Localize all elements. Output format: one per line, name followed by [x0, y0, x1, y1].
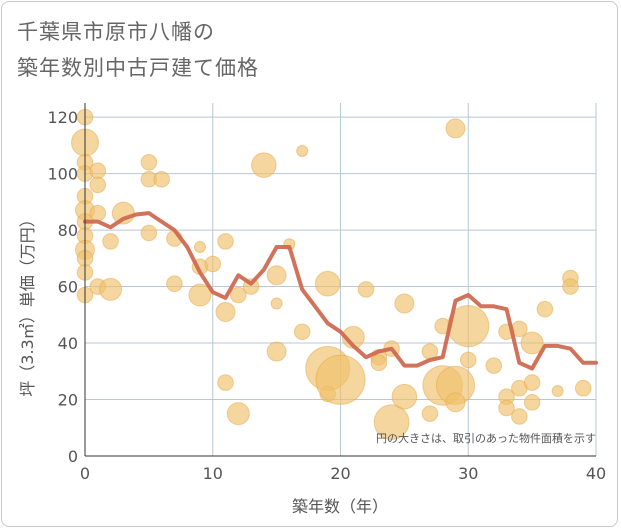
data-bubble [266, 265, 287, 286]
data-bubble [140, 224, 158, 242]
data-bubble [266, 341, 287, 362]
x-tick-label: 30 [458, 464, 478, 483]
data-bubble [445, 118, 466, 139]
data-bubble [89, 204, 107, 222]
data-bubble [523, 374, 541, 391]
data-bubble [226, 402, 250, 426]
data-bubble [459, 351, 477, 369]
data-bubble [445, 392, 466, 413]
x-tick-label: 10 [203, 464, 223, 483]
axes-layer [84, 103, 596, 457]
data-bubble [188, 283, 212, 307]
data-bubble [99, 277, 123, 301]
data-bubble [166, 275, 183, 293]
data-bubble [217, 374, 234, 391]
data-bubble [193, 241, 206, 254]
data-bubble [270, 297, 283, 310]
data-bubble [314, 270, 341, 297]
data-bubble [89, 176, 107, 194]
y-tick-label: 20 [58, 391, 78, 410]
data-bubble [520, 331, 544, 355]
trend-line [83, 211, 598, 371]
data-bubble [204, 255, 222, 273]
data-bubble [140, 154, 158, 171]
x-tick-label: 0 [80, 464, 90, 483]
data-bubble [574, 379, 592, 397]
data-bubble [421, 405, 439, 422]
data-bubble [153, 170, 170, 188]
data-bubble [447, 304, 490, 348]
y-tick-label: 60 [58, 278, 78, 297]
data-bubble [391, 383, 418, 410]
y-tick-label: 80 [58, 221, 78, 240]
size-note: 円の大きさは、取引のあった物件面積を示す [376, 431, 596, 445]
data-bubble [551, 385, 564, 398]
y-tick-label: 0 [68, 447, 78, 466]
data-bubble [251, 152, 277, 178]
data-bubble [511, 408, 528, 425]
data-bubble [498, 399, 515, 417]
data-bubble [293, 323, 311, 341]
y-tick-label: 120 [47, 108, 78, 127]
y-axis-label: 坪（3.3㎡）単価（万円） [18, 211, 37, 396]
y-tick-label: 40 [58, 334, 78, 353]
data-bubble [373, 404, 410, 441]
chart-title-line-2: 築年数別中古戸建て価格 [17, 56, 259, 80]
data-bubble [394, 293, 415, 314]
data-bubble [315, 354, 366, 405]
data-bubble [357, 281, 375, 298]
data-bubble [370, 354, 388, 372]
chart-title-line-1: 千葉県市原市八幡の [17, 20, 215, 44]
data-bubble [296, 145, 309, 158]
data-bubble [217, 233, 234, 250]
trend-layer [83, 211, 598, 371]
data-bubble [562, 278, 579, 295]
data-bubble [523, 394, 541, 411]
data-bubble [230, 286, 247, 304]
data-bubble [485, 357, 503, 374]
data-bubble [215, 301, 236, 322]
x-tick-label: 40 [586, 464, 606, 483]
data-bubble [89, 162, 107, 180]
tick-labels: 0 20 40 60 80 100 120 0 10 20 30 40 [47, 108, 606, 483]
data-bubble [102, 233, 119, 250]
data-bubble [536, 300, 554, 318]
x-tick-label: 20 [330, 464, 350, 483]
chart-title: 千葉県市原市八幡の 築年数別中古戸建て価格 [17, 14, 259, 86]
x-axis-label: 築年数（年） [292, 497, 388, 516]
y-tick-label: 100 [47, 165, 78, 184]
bubbles-layer [71, 108, 592, 441]
